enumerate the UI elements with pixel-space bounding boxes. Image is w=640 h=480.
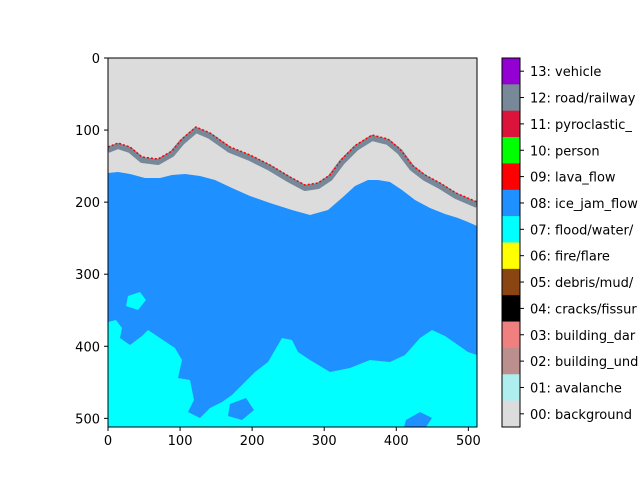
colorbar-label: 04: cracks/fissur [530, 302, 637, 317]
x-tick-label: 0 [104, 434, 112, 449]
y-tick-label: 100 [75, 124, 100, 139]
x-tick-label: 100 [168, 434, 193, 449]
y-tick-label: 400 [75, 340, 100, 355]
plot-frame [107, 57, 478, 428]
y-axis: 0 100 200 300 400 500 [75, 52, 108, 427]
x-tick-label: 500 [456, 434, 481, 449]
flood-water-region [108, 320, 477, 427]
x-tick-label: 200 [240, 434, 265, 449]
mask-image [108, 58, 477, 427]
colorbar-swatch [502, 110, 520, 138]
colorbar-label: 08: ice_jam_flow [530, 197, 638, 212]
flood-water-patch [116, 384, 140, 408]
colorbar-swatch [502, 58, 520, 85]
y-tick-label: 0 [92, 52, 100, 67]
flood-water-patch [126, 292, 146, 310]
colorbar-swatch [502, 163, 520, 191]
class-colorbar-legend: 13: vehicle 12: road/railway 11: pyroclast… [501, 57, 638, 428]
colorbar-swatch [502, 189, 520, 217]
colorbar-swatch [502, 295, 520, 322]
colorbar-label: 12: road/railway [530, 92, 636, 107]
ice-jam-patch [228, 398, 254, 420]
y-tick-label: 300 [75, 268, 100, 283]
colorbar-label: 00: background [530, 408, 632, 423]
colorbar-label: 07: flood/water/ [530, 223, 634, 238]
colorbar-label: 02: building_und [530, 355, 638, 370]
x-axis: 0 100 200 300 400 500 [104, 427, 481, 449]
colorbar-label: 11: pyroclastic_ [530, 118, 632, 133]
colorbar-label: 01: avalanche [530, 381, 622, 396]
x-tick-label: 300 [312, 434, 337, 449]
colorbar-label: 03: building_dar [530, 329, 636, 344]
colorbar-label: 05: debris/mud/ [530, 276, 634, 291]
y-tick-label: 500 [75, 412, 100, 427]
colorbar-swatch [502, 216, 520, 243]
colorbar-swatch [502, 242, 520, 270]
y-tick-label: 200 [75, 196, 100, 211]
colorbar-swatch [502, 268, 520, 296]
colorbar-label: 13: vehicle [530, 65, 601, 80]
colorbar-swatch [502, 137, 520, 164]
colorbar-swatch [502, 400, 520, 428]
lava-flow-edge [108, 126, 477, 203]
colorbar-label: 06: fire/flare [530, 250, 610, 265]
ice-jam-patch [404, 412, 432, 427]
colorbar-swatch [502, 84, 520, 112]
colorbar-label: 09: lava_flow [530, 171, 616, 186]
colorbar-label: 10: person [530, 144, 600, 159]
x-tick-label: 400 [384, 434, 409, 449]
colorbar-swatch [502, 374, 520, 401]
road-railway-line [108, 127, 477, 208]
colorbar-swatch [502, 347, 520, 375]
colorbar-swatch [502, 321, 520, 349]
colorbar-frame [501, 57, 521, 428]
